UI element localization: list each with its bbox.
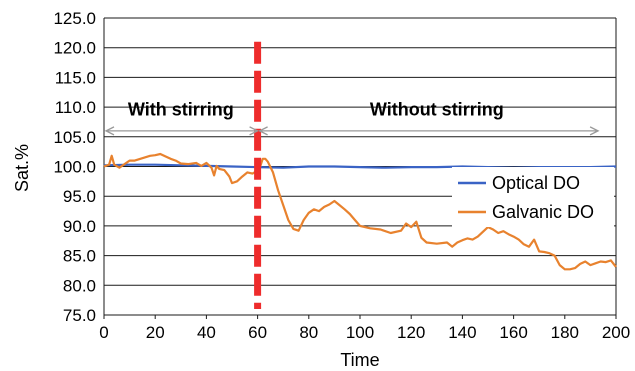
without-stirring-arrow-head-right [589,126,600,136]
x-tick-label: 100 [346,323,374,342]
x-tick-label: 80 [299,323,318,342]
y-tick-label: 115.0 [55,68,96,87]
y-tick-label: 95.0 [63,187,96,206]
annotation-layer: With stirring Without stirring [104,41,600,309]
without-stirring-label: Without stirring [370,99,504,119]
x-tick-label: 140 [448,323,476,342]
y-tick-label: 120.0 [53,39,96,58]
y-tick-label: 105.0 [53,128,96,147]
y-tick-label: 80.0 [63,276,96,295]
series-line-galvanic-do [103,152,617,271]
y-tick-label: 90.0 [63,217,96,236]
with-stirring-arrow-head-left [104,126,115,136]
x-tick-label: 180 [551,323,579,342]
with-stirring-arrow [104,126,260,136]
y-axis-title: Sat.% [12,144,32,192]
without-stirring-arrow [258,126,600,136]
x-tick-label: 200 [602,323,630,342]
legend-label-galvanic-do: Galvanic DO [492,202,594,222]
x-tick-label: 20 [146,323,165,342]
legend-label-optical-do: Optical DO [492,173,580,193]
legend: Optical DO Galvanic DO [452,167,614,227]
x-axis-title: Time [340,350,379,370]
x-tick-label: 60 [248,323,267,342]
with-stirring-label: With stirring [128,99,234,119]
without-stirring-arrow-head-left [258,126,268,136]
y-tick-label: 75.0 [63,306,96,325]
y-tick-label: 125.0 [53,9,96,28]
x-tick-label: 120 [397,323,425,342]
with-stirring-arrow-head-right [249,126,260,136]
y-tick-label: 85.0 [63,247,96,266]
x-axis-ticks: 0 20 40 60 80 100 120 140 160 180 200 [99,315,630,342]
legend-background [452,167,614,227]
x-tick-label: 0 [99,323,108,342]
x-tick-label: 160 [499,323,527,342]
y-tick-label: 110.0 [55,98,96,117]
y-tick-label: 100.0 [53,158,96,177]
x-tick-label: 40 [197,323,216,342]
y-axis-ticks: 75.0 80.0 85.0 90.0 95.0 100.0 105.0 110.0 115.0… [53,9,96,325]
